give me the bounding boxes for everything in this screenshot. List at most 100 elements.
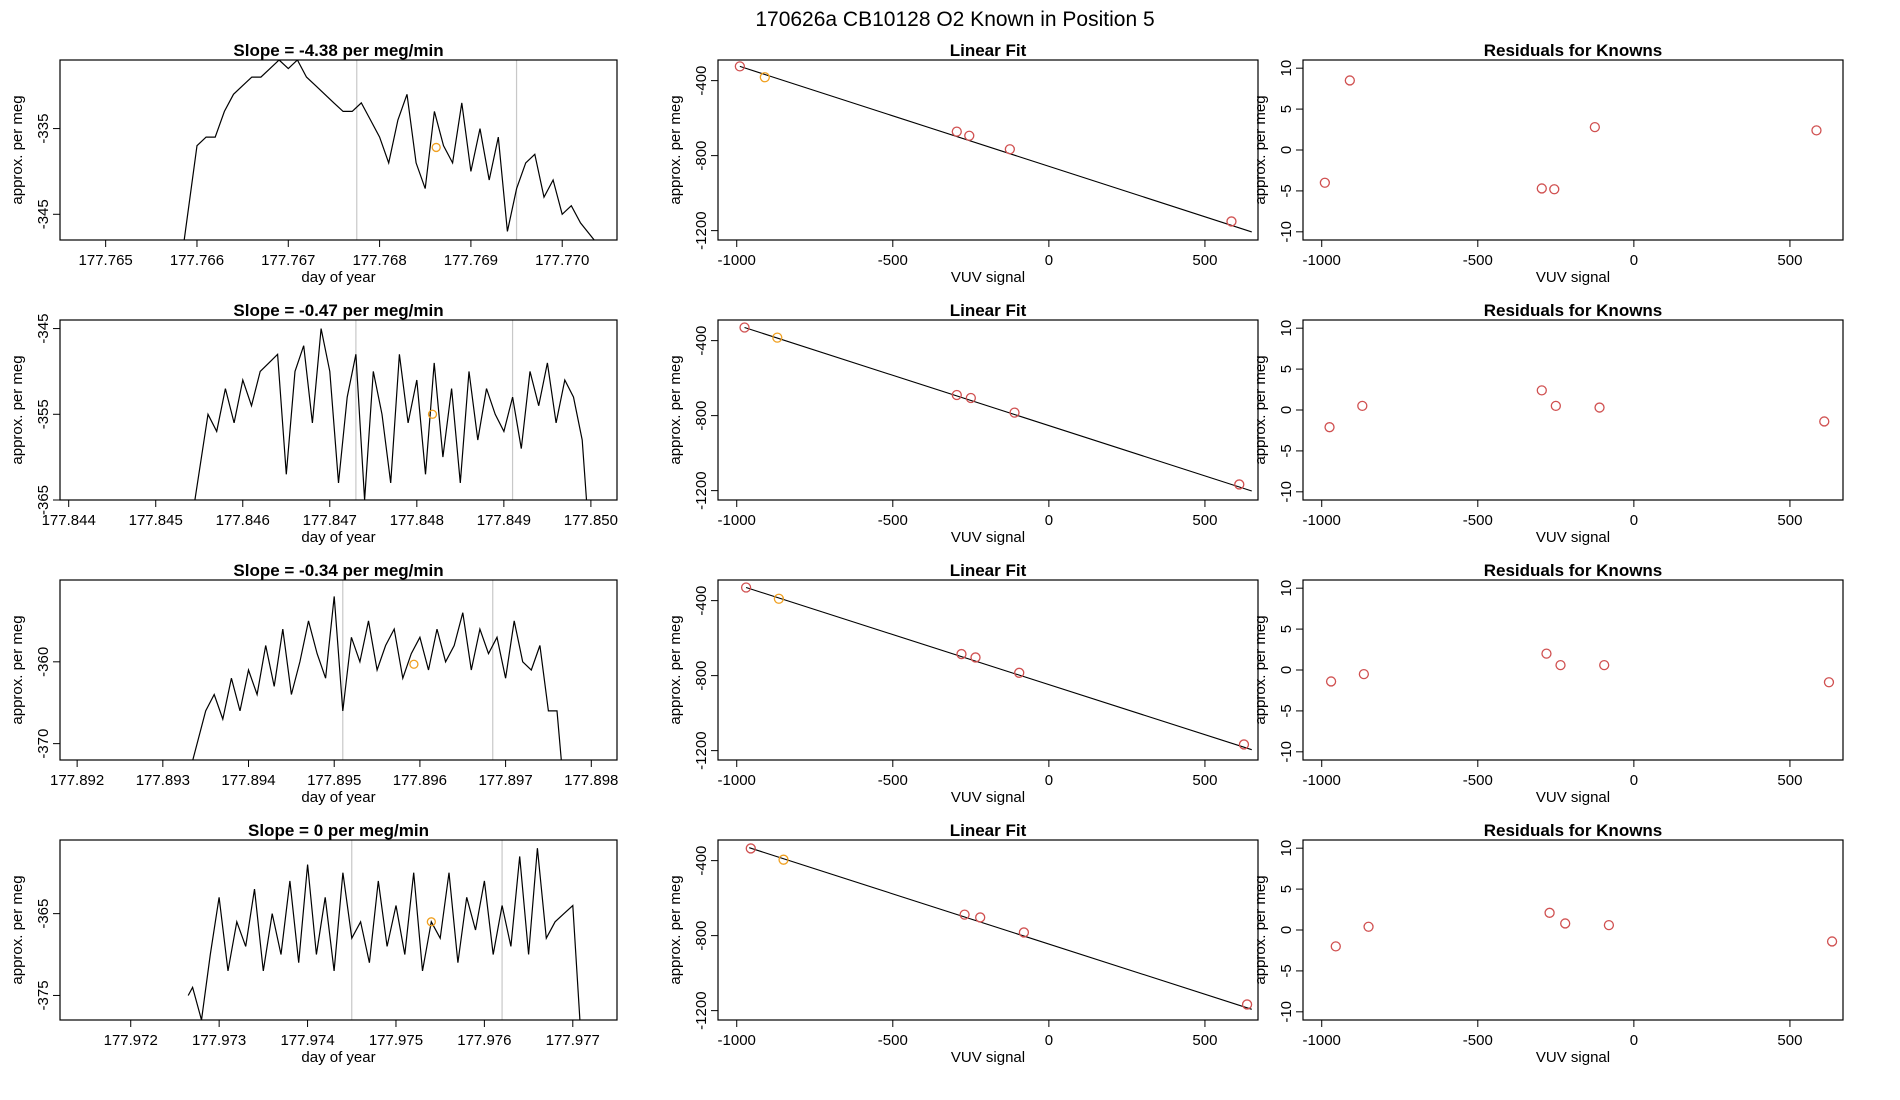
panel-5: Linear Fit -1000 -500 0 500 -400 -800 -1200 VUV … [667, 301, 1259, 546]
fit-line [745, 586, 1252, 751]
x-axis-label: day of year [301, 789, 375, 806]
x-tick-label: 177.898 [564, 772, 618, 789]
data-line [183, 60, 595, 240]
x-tick-label: 177.766 [170, 252, 224, 269]
y-axis-label: approx. per meg [667, 95, 684, 204]
x-tick-label: -1000 [718, 512, 756, 529]
x-tick-label: 0 [1630, 512, 1638, 529]
x-tick-label: -1000 [1303, 772, 1341, 789]
y-tick-label: 5 [1278, 885, 1295, 893]
highlight-point [431, 142, 441, 153]
panel-title: Linear Fit [950, 821, 1027, 840]
data-point [1603, 919, 1615, 931]
y-tick-label: -345 [35, 199, 52, 229]
fit-line [739, 65, 1252, 233]
plot-frame [1302, 579, 1844, 761]
plot-frame [1302, 319, 1844, 501]
data-point [1594, 402, 1605, 413]
plot-area [1330, 907, 1838, 952]
x-tick-label: 177.765 [79, 252, 133, 269]
x-tick-label: 500 [1192, 252, 1217, 269]
data-line [192, 596, 562, 760]
x-tick-label: 177.892 [50, 772, 104, 789]
y-tick-label: -10 [1278, 481, 1295, 503]
y-tick-label: -5 [1278, 444, 1295, 457]
y-axis-label: approx. per meg [1252, 95, 1269, 204]
y-tick-label: -365 [35, 485, 52, 515]
y-tick-label: 5 [1278, 365, 1295, 373]
data-point [1226, 216, 1237, 227]
plot-frame [717, 59, 1259, 241]
y-tick-label: -800 [693, 661, 710, 691]
x-tick-label: 177.850 [564, 512, 618, 529]
y-tick-label: 0 [1278, 406, 1295, 414]
figure-title: 170626a CB10128 O2 Known in Position 5 [755, 8, 1154, 31]
data-point [970, 652, 981, 663]
x-axis-label: VUV signal [951, 269, 1025, 286]
data-point [1599, 659, 1610, 671]
x-tick-label: 177.770 [535, 252, 589, 269]
data-point [1018, 927, 1030, 938]
plot-area [745, 843, 1253, 1010]
highlight-point [778, 854, 789, 865]
y-tick-label: -370 [35, 729, 52, 759]
data-point [1009, 407, 1020, 418]
y-tick-label: 10 [1278, 320, 1295, 337]
data-point [734, 61, 745, 72]
x-axis-label: day of year [301, 529, 375, 546]
panel-title: Linear Fit [950, 41, 1027, 60]
plot-area [1319, 75, 1822, 195]
plot-area [194, 320, 588, 500]
data-point [1550, 400, 1561, 412]
y-tick-label: -10 [1278, 741, 1295, 763]
x-tick-label: 0 [1045, 772, 1053, 789]
panel-1: Slope = -4.38 per meg/min 177.765 177.766 1… [9, 41, 618, 286]
y-tick-label: 0 [1278, 146, 1295, 154]
x-axis-label: VUV signal [1536, 1049, 1610, 1066]
x-tick-label: 0 [1630, 252, 1638, 269]
data-point [1544, 907, 1555, 918]
plot-frame [59, 839, 618, 1021]
data-point [964, 130, 975, 141]
panel-title: Slope = -0.47 per meg/min [233, 301, 443, 320]
fit-line [749, 847, 1252, 1010]
data-point [740, 582, 752, 593]
y-tick-label: -335 [35, 114, 52, 144]
plot-frame [717, 579, 1259, 761]
x-tick-label: -500 [1463, 252, 1493, 269]
data-point [1589, 121, 1600, 133]
plot-area [183, 60, 595, 240]
y-tick-label: -10 [1278, 1001, 1295, 1023]
data-point [1541, 648, 1552, 659]
x-tick-label: 177.973 [192, 1032, 246, 1049]
x-tick-label: -1000 [718, 252, 756, 269]
x-tick-label: 177.895 [307, 772, 361, 789]
data-point [1241, 999, 1253, 1010]
x-tick-label: 177.768 [352, 252, 406, 269]
y-axis-label: approx. per meg [1252, 615, 1269, 724]
y-tick-label: -800 [693, 401, 710, 431]
data-point [1819, 416, 1830, 427]
x-tick-label: 0 [1630, 772, 1638, 789]
x-tick-label: 177.769 [444, 252, 498, 269]
x-tick-label: 177.976 [457, 1032, 511, 1049]
panel-9: Residuals for Knowns -1000 -500 0 500 10 5 0 -5 -… [1252, 561, 1844, 806]
x-tick-label: 500 [1192, 1032, 1217, 1049]
y-tick-label: -10 [1278, 221, 1295, 243]
plot-area [192, 580, 562, 760]
data-point [1536, 385, 1547, 396]
y-tick-label: 5 [1278, 105, 1295, 113]
x-tick-label: 500 [1777, 252, 1802, 269]
x-tick-label: 177.847 [303, 512, 357, 529]
panel-7: Slope = -0.34 per meg/min 177.892 177.893 1… [9, 561, 618, 806]
x-tick-label: 177.844 [42, 512, 96, 529]
y-tick-label: -5 [1278, 964, 1295, 977]
y-axis-label: approx. per meg [667, 615, 684, 724]
x-tick-label: 0 [1045, 252, 1053, 269]
plot-frame [59, 59, 618, 241]
panel-title: Slope = -0.34 per meg/min [233, 561, 443, 580]
data-point [1536, 183, 1547, 194]
y-tick-label: -345 [35, 314, 52, 344]
y-tick-label: -400 [693, 586, 710, 616]
x-tick-label: 177.975 [369, 1032, 423, 1049]
